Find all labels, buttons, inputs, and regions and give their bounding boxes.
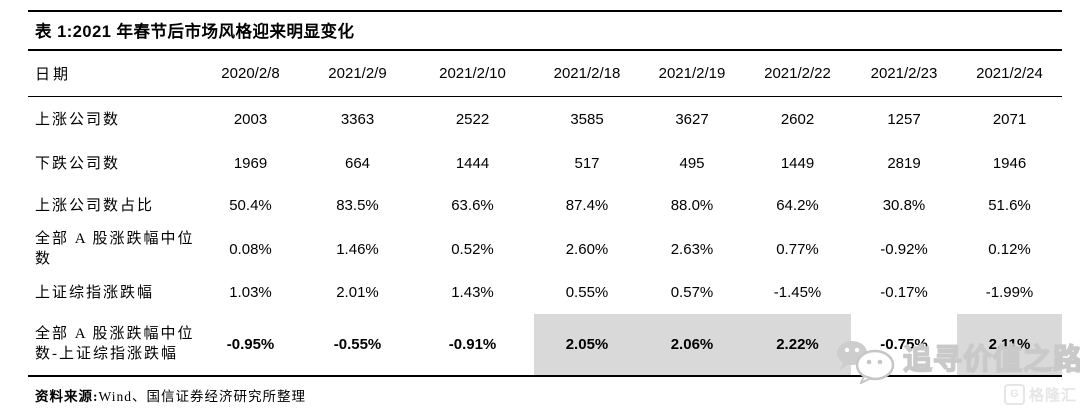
cell-value: 3627 — [675, 111, 709, 129]
cell-value: 495 — [679, 155, 705, 172]
cell-value: 0.08% — [229, 240, 272, 258]
table-row: 下跌公司数 1969 664 1444 517 495 1449 2819 1946 — [28, 143, 1062, 185]
cell-value: 664 — [344, 155, 371, 172]
cell-value: -0.17% — [880, 284, 928, 301]
gelonghui-logo: G 格隆汇 — [1004, 384, 1077, 405]
cell-value: 87.4% — [565, 197, 609, 214]
row-label: 上涨公司数 — [35, 111, 121, 128]
column-header-date: 2021/2/18 — [534, 51, 640, 97]
cell-value: 51.6% — [988, 197, 1031, 214]
cell-value: -0.75% — [880, 335, 928, 353]
cell-value: 0.77% — [776, 240, 819, 258]
cell-value: 1444 — [455, 155, 490, 172]
cell-value: -0.92% — [880, 240, 928, 258]
cell-value: 3363 — [340, 111, 375, 129]
column-header-date: 2020/2/8 — [197, 51, 304, 97]
column-header-date: 2021/2/22 — [744, 51, 851, 97]
cell-value: 0.57% — [670, 284, 714, 301]
cell-value: 0.52% — [451, 240, 494, 258]
cell-value: 3585 — [570, 111, 604, 129]
cell-value: 1.43% — [451, 284, 494, 301]
cell-value: 1969 — [233, 155, 268, 172]
cell-value: 63.6% — [451, 197, 494, 214]
cell-value: 30.8% — [882, 197, 926, 214]
cell-value: 2.05% — [534, 313, 640, 376]
header-row: 日期 2020/2/8 2021/2/9 2021/2/10 2021/2/18 2021… — [28, 51, 1062, 97]
cell-value: 2602 — [780, 111, 815, 129]
table-row: 全部 A 股涨跌幅中位数 0.08% 1.46% 0.52% 2.60% 2.63% 0.7… — [28, 227, 1062, 272]
cell-value: 2.63% — [670, 240, 714, 258]
cell-value: 517 — [574, 155, 600, 172]
column-header-date: 2021/2/19 — [640, 51, 744, 97]
table-row: 上涨公司数 2003 3363 2522 3585 3627 2602 1257 2071 — [28, 97, 1062, 143]
row-label: 全部 A 股涨跌幅中位数 — [35, 231, 195, 267]
cell-value: 83.5% — [336, 197, 379, 214]
cell-value: -0.55% — [333, 335, 382, 353]
cell-value: 2819 — [887, 155, 921, 172]
source-text: Wind、国信证券经济研究所整理 — [98, 388, 306, 404]
cell-value: 64.2% — [776, 197, 819, 214]
cell-value: 2003 — [233, 111, 268, 129]
cell-value: 2.22% — [744, 313, 851, 376]
cell-value: 88.0% — [670, 197, 714, 214]
source-label: 资料来源: — [35, 388, 99, 404]
column-header-date: 2021/2/24 — [957, 51, 1062, 97]
cell-value: -1.45% — [773, 284, 822, 301]
cell-value: 1449 — [780, 155, 815, 172]
cell-value: 0.55% — [565, 284, 609, 301]
cell-value: 1.03% — [229, 284, 272, 301]
market-style-table: 日期 2020/2/8 2021/2/9 2021/2/10 2021/2/18 2021… — [28, 51, 1062, 377]
table-row: 上涨公司数占比 50.4% 83.5% 63.6% 87.4% 88.0% 64.2% 30.… — [28, 185, 1062, 227]
row-label: 上证综指涨跌幅 — [35, 284, 155, 301]
cell-value: 2.11% — [957, 313, 1062, 376]
cell-value: 2.01% — [336, 284, 379, 301]
cell-value: 1257 — [887, 111, 921, 129]
cell-value: 2522 — [455, 111, 490, 129]
date-header-label: 日期 — [28, 51, 197, 97]
cell-value: 2.60% — [565, 240, 609, 258]
column-header-date: 2021/2/9 — [304, 51, 411, 97]
row-label: 上涨公司数占比 — [35, 197, 155, 214]
row-label: 全部 A 股涨跌幅中位数-上证综指涨跌幅 — [35, 326, 195, 362]
cell-value: -0.95% — [226, 335, 275, 353]
cell-value: 1946 — [992, 155, 1027, 172]
cell-value: 0.12% — [988, 240, 1031, 258]
cell-value: 1.46% — [336, 240, 379, 258]
cell-value: 2071 — [992, 111, 1027, 129]
table-row: 上证综指涨跌幅 1.03% 2.01% 1.43% 0.55% 0.57% -1.45% -0… — [28, 272, 1062, 314]
cell-value: 50.4% — [229, 197, 272, 214]
column-header-date: 2021/2/23 — [851, 51, 957, 97]
column-header-date: 2021/2/10 — [411, 51, 534, 97]
gelonghui-logo-text: 格隆汇 — [1029, 387, 1078, 404]
table-row: 全部 A 股涨跌幅中位数-上证综指涨跌幅 -0.95% -0.55% -0.91% 2.… — [28, 313, 1062, 376]
cell-value: -1.99% — [985, 284, 1034, 301]
cell-value: -0.91% — [448, 335, 497, 353]
source-note: 资料来源:Wind、国信证券经济研究所整理 — [28, 385, 1062, 405]
row-label: 下跌公司数 — [35, 155, 121, 172]
cell-value: 2.06% — [640, 313, 744, 376]
gelonghui-icon: G — [1004, 384, 1025, 405]
table-title: 表 1:2021 年春节后市场风格迎来明显变化 — [28, 10, 1062, 51]
